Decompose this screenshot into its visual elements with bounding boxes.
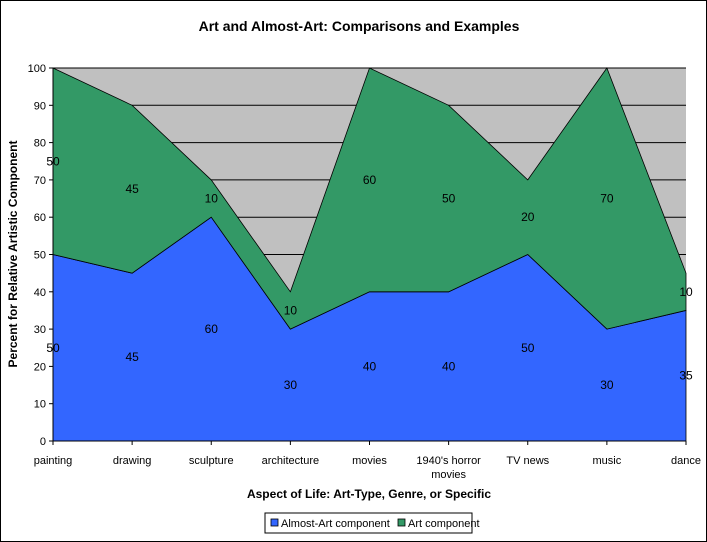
axes — [49, 67, 687, 445]
data-label: 20 — [521, 210, 535, 224]
data-label: 70 — [600, 192, 614, 206]
y-tick-label: 20 — [34, 361, 46, 373]
data-label: 50 — [46, 341, 60, 355]
x-tick-label: movies — [352, 455, 387, 467]
y-tick-label: 100 — [28, 63, 46, 75]
x-tick-label: sculpture — [189, 455, 234, 467]
y-tick-label: 0 — [40, 436, 46, 448]
area-series-1 — [52, 67, 687, 330]
data-labels: 50 45 60 30 40 40 50 30 35 50 45 10 10 60 50 20 70 10 — [46, 154, 693, 392]
data-label: 50 — [521, 341, 535, 355]
x-tick-label: 1940's horror movies — [416, 455, 481, 481]
x-tick-label: drawing — [113, 455, 152, 467]
y-tick-label: 10 — [34, 399, 46, 411]
data-label: 30 — [600, 378, 614, 392]
legend-label: Art component — [408, 518, 480, 530]
data-label: 10 — [679, 285, 693, 299]
y-tick-label: 70 — [34, 175, 46, 187]
chart-title: Art and Almost-Art: Comparisons and Exam… — [199, 18, 520, 34]
y-tick-label: 40 — [34, 287, 46, 299]
data-label: 40 — [442, 359, 456, 373]
legend-swatch — [397, 518, 406, 527]
series-areas — [52, 67, 687, 442]
y-tick-label: 90 — [34, 100, 46, 112]
y-tick-labels: 0 10 20 30 40 50 60 70 80 90 100 — [28, 63, 46, 448]
data-label: 10 — [284, 303, 298, 317]
legend-swatch — [270, 518, 279, 527]
y-tick-label: 30 — [34, 324, 46, 336]
x-tick-label: music — [593, 455, 622, 467]
y-axis-title: Percent for Relative Artistic Component — [6, 141, 20, 368]
legend-label: Almost-Art component — [281, 518, 390, 530]
x-axis-title: Aspect of Life: Art-Type, Genre, or Spec… — [247, 487, 491, 501]
legend: Almost-Art component Art component — [264, 512, 480, 534]
data-label: 45 — [125, 182, 139, 196]
data-label: 60 — [363, 173, 377, 187]
y-tick-label: 80 — [34, 138, 46, 150]
data-label: 10 — [205, 192, 219, 206]
data-label: 40 — [363, 359, 377, 373]
x-tick-label: TV news — [506, 455, 549, 467]
data-label: 45 — [125, 350, 139, 364]
data-label: 30 — [284, 378, 298, 392]
x-tick-label: dance — [671, 455, 701, 467]
x-tick-label: painting — [34, 455, 73, 467]
y-tick-label: 50 — [34, 250, 46, 262]
data-label: 50 — [46, 154, 60, 168]
x-tick-labels: painting drawing sculpture architecture movi… — [34, 455, 701, 481]
data-label: 60 — [205, 322, 219, 336]
data-label: 50 — [442, 192, 456, 206]
y-tick-label: 60 — [34, 212, 46, 224]
x-tick-label: architecture — [262, 455, 319, 467]
legend-box — [264, 512, 473, 534]
data-label: 35 — [679, 369, 693, 383]
